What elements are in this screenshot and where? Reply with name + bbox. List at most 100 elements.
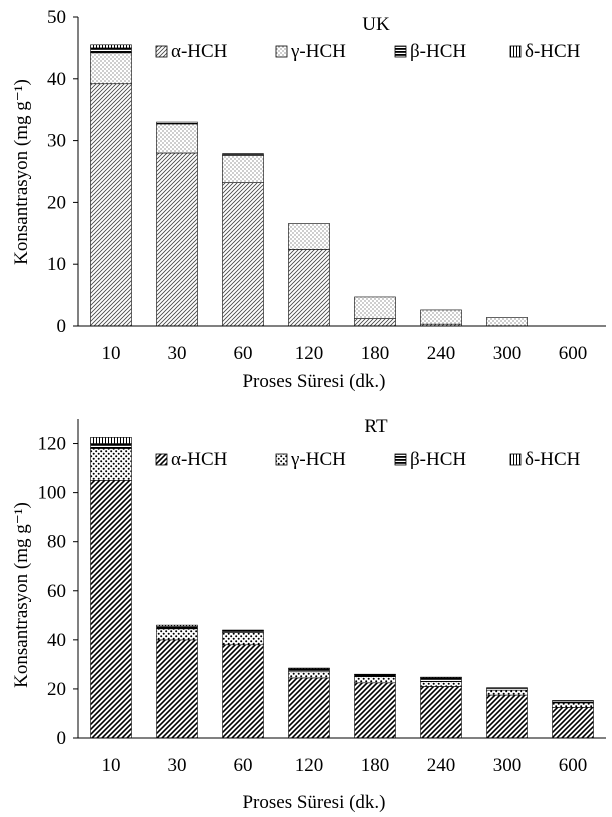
x-axis-label: Proses Süresi (dk.) — [242, 371, 385, 392]
chart-title: UK — [362, 14, 390, 35]
bar-segment — [223, 155, 264, 182]
bar-segment — [223, 630, 264, 631]
bar-segment — [355, 683, 396, 738]
bar-segment — [487, 317, 528, 326]
y-tick-label: 50 — [47, 7, 66, 28]
legend-swatch — [510, 454, 521, 465]
bar-segment — [289, 669, 330, 672]
x-tick-label: 120 — [295, 755, 324, 776]
legend: α-HCH γ-HCH β-HCH δ-HCH — [156, 41, 581, 62]
bar-segment — [487, 688, 528, 689]
y-tick-label: 0 — [57, 316, 67, 337]
y-tick-label: 120 — [38, 434, 67, 455]
legend-label: δ-HCH — [525, 41, 581, 62]
y-tick-label: 20 — [47, 192, 66, 213]
x-tick-label: 30 — [168, 343, 187, 364]
bar-segment — [421, 686, 462, 738]
bar-segment — [157, 122, 198, 124]
y-tick-label: 80 — [47, 532, 66, 553]
y-tick-label: 10 — [47, 254, 66, 275]
x-tick-label: 10 — [102, 343, 121, 364]
bar-segment — [421, 682, 462, 687]
bar-segment — [487, 695, 528, 738]
y-tick-label: 0 — [57, 728, 67, 749]
legend-label: γ-HCH — [290, 41, 346, 62]
legend-swatch — [510, 46, 521, 57]
y-axis-label: Konsantrasyon (mg g⁻¹) — [11, 79, 32, 265]
x-tick-label: 300 — [493, 755, 522, 776]
legend-swatch — [395, 46, 406, 57]
x-tick-label: 240 — [427, 755, 456, 776]
x-tick-label: 300 — [493, 343, 522, 364]
y-tick-label: 40 — [47, 69, 66, 90]
bar-segment — [289, 223, 330, 249]
bar-segment — [91, 448, 132, 480]
x-tick-label: 10 — [102, 755, 121, 776]
bar-segment — [157, 640, 198, 738]
bar-segment — [157, 629, 198, 640]
chart-uk: UK Konsantrasyon (mg g⁻¹) Proses Süresi … — [11, 7, 606, 392]
bar-segment — [223, 632, 264, 644]
bar-segment — [223, 183, 264, 326]
y-tick-label: 40 — [47, 630, 66, 651]
chart-rt: RT Konsantrasyon (mg g⁻¹) Proses Süresi … — [11, 416, 606, 813]
bar-segment — [223, 154, 264, 156]
bar-segment — [421, 310, 462, 324]
bar-segment — [91, 84, 132, 326]
bar-segment — [355, 677, 396, 683]
legend-label: β-HCH — [410, 41, 466, 62]
y-tick-label: 100 — [38, 483, 67, 504]
bars — [91, 45, 528, 326]
bar-segment — [553, 703, 594, 707]
legend-swatch — [276, 454, 287, 465]
bar-segment — [355, 319, 396, 326]
bar-segment — [91, 437, 132, 443]
x-tick-label: 600 — [559, 755, 588, 776]
legend-label: γ-HCH — [290, 449, 346, 470]
legend-label: δ-HCH — [525, 449, 581, 470]
bar-segment — [157, 625, 198, 626]
bar-segment — [421, 678, 462, 682]
legend-swatch — [276, 46, 287, 57]
bar-segment — [487, 690, 528, 695]
bars — [91, 437, 594, 738]
bar-segment — [553, 700, 594, 701]
legend-swatch — [395, 454, 406, 465]
bar-segment — [223, 645, 264, 738]
bar-segment — [553, 707, 594, 738]
y-tick-label: 60 — [47, 581, 66, 602]
bar-segment — [157, 626, 198, 628]
x-tick-label: 30 — [168, 755, 187, 776]
bar-segment — [289, 672, 330, 678]
x-tick-label: 60 — [234, 343, 253, 364]
y-tick-label: 30 — [47, 131, 66, 152]
legend-swatch — [156, 46, 167, 57]
x-tick-label: 60 — [234, 755, 253, 776]
bar-segment — [421, 677, 462, 678]
bar-segment — [355, 297, 396, 319]
bar-segment — [91, 480, 132, 738]
legend-label: α-HCH — [171, 41, 228, 62]
chart-title: RT — [364, 416, 388, 437]
x-tick-label: 240 — [427, 343, 456, 364]
bar-segment — [289, 668, 330, 669]
bar-segment — [91, 53, 132, 84]
x-tick-label: 120 — [295, 343, 324, 364]
bar-segment — [157, 124, 198, 153]
legend-swatch — [156, 454, 167, 465]
x-tick-label: 180 — [361, 755, 390, 776]
y-axis-label: Konsantrasyon (mg g⁻¹) — [11, 502, 32, 688]
bar-segment — [91, 48, 132, 53]
bar-segment — [91, 444, 132, 449]
x-axis-label: Proses Süresi (dk.) — [242, 792, 385, 813]
bar-segment — [289, 678, 330, 738]
y-tick-label: 20 — [47, 679, 66, 700]
bar-segment — [289, 249, 330, 326]
x-tick-label: 180 — [361, 343, 390, 364]
bar-segment — [157, 153, 198, 326]
legend-label: β-HCH — [410, 449, 466, 470]
bar-segment — [355, 674, 396, 675]
x-tick-label: 600 — [559, 343, 588, 364]
legend: α-HCH γ-HCH β-HCH δ-HCH — [156, 449, 581, 470]
